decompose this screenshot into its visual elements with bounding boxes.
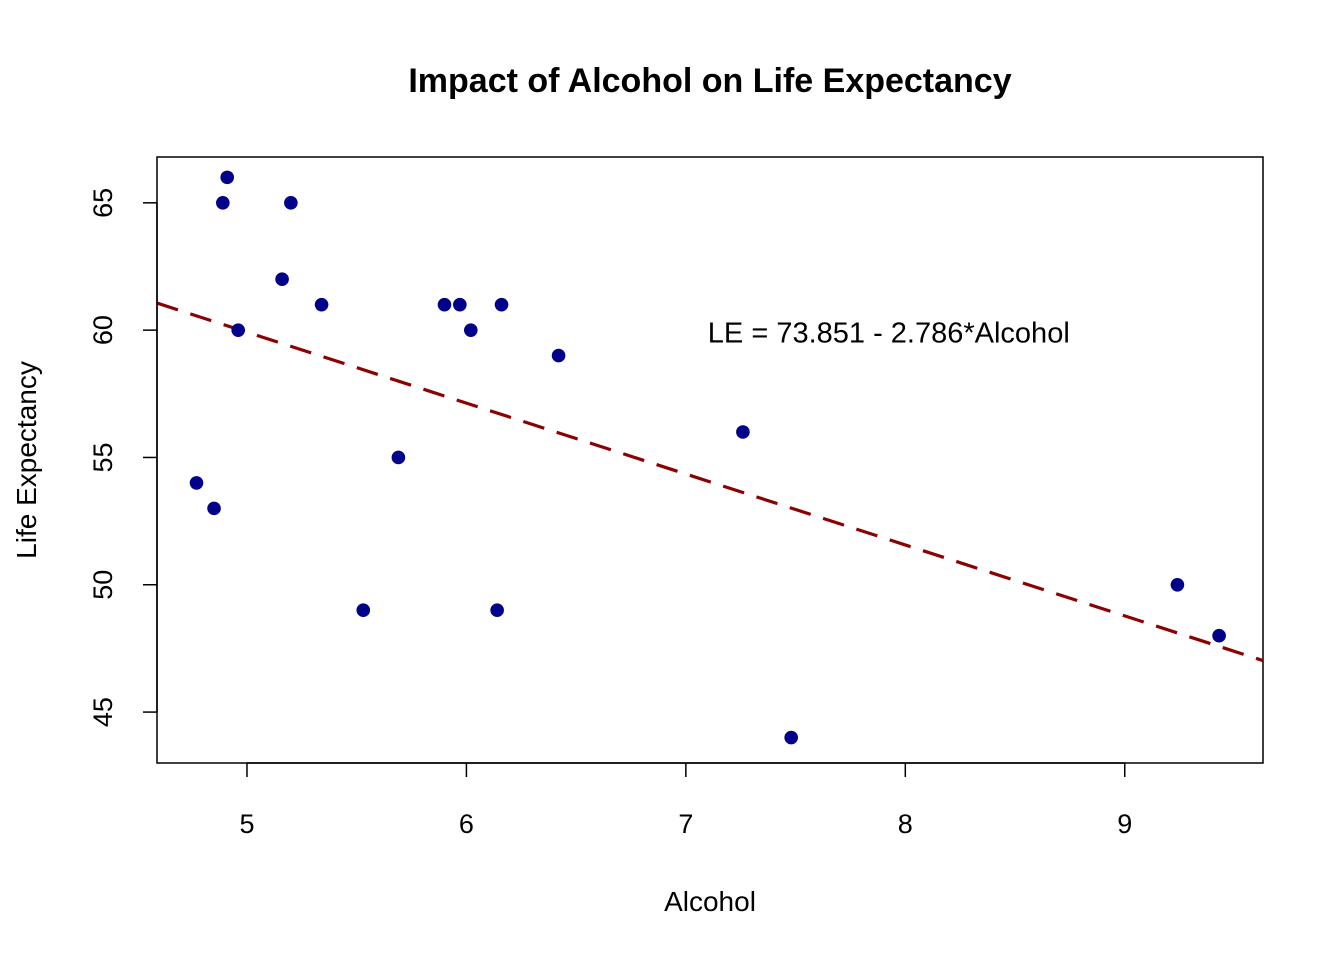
regression-layer [157,301,1263,663]
data-point [207,501,221,516]
x-axis: 5 6 7 8 9 [239,762,1132,839]
data-point [464,323,478,337]
data-point [216,196,230,210]
data-point [490,603,504,618]
chart-title: Impact of Alcohol on Life Expectancy [408,62,1011,100]
regression-line [157,301,1263,663]
data-point [231,323,245,337]
data-point [784,730,798,745]
data-point [356,603,371,618]
y-tick-label: 45 [88,697,118,727]
data-point [551,348,566,363]
plot-area-frame [156,156,1264,764]
x-axis-label: Alcohol [664,886,756,917]
data-point [736,425,750,439]
data-point [494,297,509,312]
data-point [314,297,329,312]
data-point [391,450,406,465]
y-axis: 45 50 55 60 65 [88,188,158,727]
y-axis-label: Life Expectancy [11,361,42,559]
data-point [284,196,298,210]
data-point [220,170,235,185]
data-point [437,297,452,312]
y-tick-label: 55 [88,442,118,472]
y-tick-label: 65 [88,188,118,218]
x-tick-label: 5 [239,809,254,839]
x-tick-label: 9 [1117,809,1132,839]
x-tick-label: 6 [459,809,474,839]
y-tick-label: 60 [88,315,118,345]
x-tick-label: 8 [898,809,913,839]
data-point [453,297,467,312]
data-point [275,272,289,287]
data-point [1212,628,1226,643]
regression-equation: LE = 73.851 - 2.786*Alcohol [708,318,1070,350]
x-tick-label: 7 [678,809,693,839]
data-point [1170,577,1185,592]
y-tick-label: 50 [88,570,118,600]
data-point [189,476,204,490]
points-layer [189,170,1226,745]
